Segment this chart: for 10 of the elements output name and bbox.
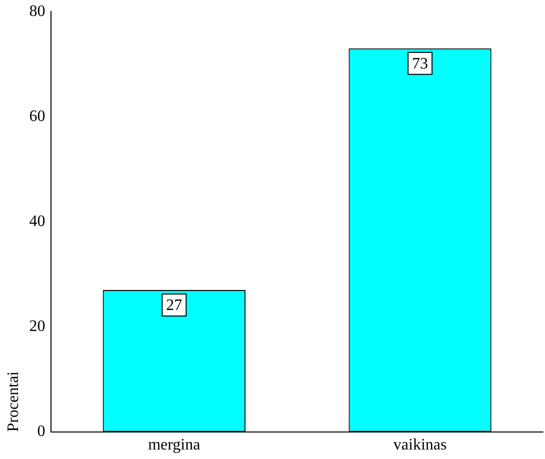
y-tick-label: 60	[29, 108, 46, 125]
y-tick-label: 0	[37, 423, 46, 440]
y-tick-label: 40	[29, 212, 46, 230]
x-tick-label: vaikinas	[393, 436, 447, 454]
data-label: 73	[412, 56, 428, 73]
y-tick-label: 20	[29, 318, 46, 335]
x-tick-label: mergina	[148, 436, 200, 454]
y-tick-label: 80	[29, 2, 46, 20]
data-label: 27	[166, 297, 182, 314]
y-axis-title: Procentai	[4, 370, 22, 432]
